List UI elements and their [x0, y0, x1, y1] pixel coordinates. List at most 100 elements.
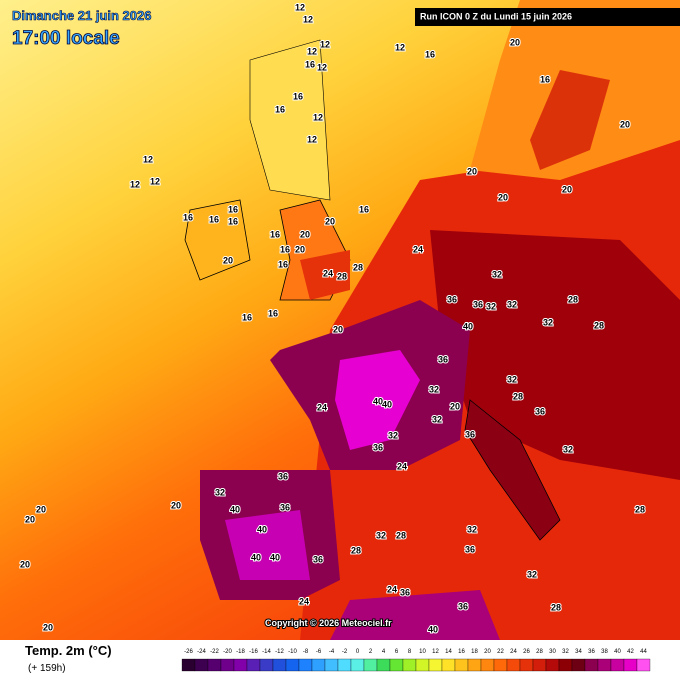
- temperature-label: 32: [215, 487, 225, 497]
- colorbar-tick-label: -22: [210, 649, 219, 655]
- temperature-label: 20: [333, 324, 343, 334]
- colorbar-tick-label: 38: [601, 649, 608, 655]
- date: Dimanche 21 juin 2026: [12, 8, 151, 23]
- temperature-label: 36: [465, 429, 475, 439]
- colorbar-tick-label: 30: [549, 649, 556, 655]
- temperature-label: 16: [278, 259, 288, 269]
- run-box: [415, 8, 680, 26]
- temperature-label: 36: [280, 502, 290, 512]
- colorbar-tick-label: 0: [356, 649, 360, 655]
- temperature-label: 28: [568, 294, 578, 304]
- temperature-label: 12: [313, 112, 323, 122]
- temperature-label: 24: [413, 244, 423, 254]
- colorbar-swatch: [636, 658, 651, 672]
- temperature-label: 20: [25, 514, 35, 524]
- temperature-label: 36: [373, 442, 383, 452]
- temperature-label: 12: [317, 62, 327, 72]
- temperature-label: 16: [359, 204, 369, 214]
- temperature-label: 32: [507, 374, 517, 384]
- temperature-label: 28: [551, 602, 561, 612]
- colorbar-tick-label: -10: [288, 649, 297, 655]
- temperature-label: 28: [396, 530, 406, 540]
- run: Run ICON 0 Z du Lundi 15 juin 2026: [420, 11, 572, 21]
- colorbar-swatch: [519, 658, 534, 672]
- temperature-label: 12: [303, 14, 313, 24]
- colorbar-swatch: [389, 658, 404, 672]
- temperature-label: 40: [428, 624, 438, 634]
- temperature-label: 20: [325, 216, 335, 226]
- temperature-label: 20: [300, 229, 310, 239]
- temperature-label: 36: [473, 299, 483, 309]
- temperature-label: 28: [635, 504, 645, 514]
- colorbar-swatch: [233, 658, 248, 672]
- temperature-label: 32: [388, 430, 398, 440]
- colorbar-tick-label: 36: [588, 649, 595, 655]
- colorbar-swatch: [480, 658, 495, 672]
- temperature-label: 16: [183, 212, 193, 222]
- colorbar-swatch: [454, 658, 469, 672]
- colorbar-tick-label: 16: [458, 649, 465, 655]
- temperature-label: 20: [223, 255, 233, 265]
- time: 17:00 locale: [12, 28, 120, 49]
- temperature-label: 20: [467, 166, 477, 176]
- temperature-label: 36: [438, 354, 448, 364]
- colorbar-swatch: [532, 658, 547, 672]
- temperature-label: 20: [295, 244, 305, 254]
- temperature-label: 20: [620, 119, 630, 129]
- temperature-label: 24: [317, 402, 327, 412]
- colorbar-tick-label: 4: [382, 649, 386, 655]
- temperature-label: 20: [510, 37, 520, 47]
- legend: Temp. 2m (°C) (+ 159h) -26 -24 -22 -20 -18 -1…: [25, 643, 651, 674]
- temperature-label: 32: [507, 299, 517, 309]
- colorbar-swatch: [181, 658, 196, 672]
- colorbar-swatch: [350, 658, 365, 672]
- temperature-label: 20: [36, 504, 46, 514]
- temperature-label: 20: [562, 184, 572, 194]
- temperature-label: 32: [432, 414, 442, 424]
- colorbar-tick-label: 6: [395, 649, 399, 655]
- temperature-label: 36: [465, 544, 475, 554]
- colorbar-tick-label: 12: [432, 649, 439, 655]
- colorbar-tick-label: 8: [408, 649, 412, 655]
- temperature-label: 40: [382, 399, 392, 409]
- temperature-label: 36: [278, 471, 288, 481]
- temperature-label: 32: [527, 569, 537, 579]
- temperature-label: 16: [305, 59, 315, 69]
- temperature-label: 16: [270, 229, 280, 239]
- colorbar-tick-label: -14: [262, 649, 271, 655]
- temperature-label: 40: [230, 504, 240, 514]
- colorbar-tick-label: 2: [369, 649, 373, 655]
- temperature-label: 16: [425, 49, 435, 59]
- colorbar-swatch: [571, 658, 586, 672]
- temperature-label: 16: [242, 312, 252, 322]
- colorbar-swatch: [194, 658, 209, 672]
- colorbar-swatch: [467, 658, 482, 672]
- colorbar-tick-label: -8: [303, 649, 309, 655]
- colorbar-swatch: [220, 658, 235, 672]
- colorbar-swatch: [506, 658, 521, 672]
- colorbar-swatch: [415, 658, 430, 672]
- colorbar-swatch: [623, 658, 638, 672]
- colorbar-tick-label: 32: [562, 649, 569, 655]
- temperature-label: 16: [540, 74, 550, 84]
- temperature-label: 32: [467, 524, 477, 534]
- temperature-label: 32: [486, 301, 496, 311]
- colorbar-swatch: [272, 658, 287, 672]
- temperature-label: 12: [320, 39, 330, 49]
- temperature-label: 32: [429, 384, 439, 394]
- colorbar-swatch: [584, 658, 599, 672]
- colorbar-tick-label: -18: [236, 649, 245, 655]
- temperature-label: 28: [513, 391, 523, 401]
- colorbar-tick-label: 34: [575, 649, 582, 655]
- temperature-label: 28: [353, 262, 363, 272]
- colorbar-tick-label: 14: [445, 649, 452, 655]
- map: Dimanche 21 juin 2026 17:00 locale Run I…: [0, 0, 680, 640]
- colorbar-swatch: [259, 658, 274, 672]
- temperature-label: 40: [373, 396, 383, 406]
- temperature-label: 16: [228, 204, 238, 214]
- temperature-label: 36: [535, 406, 545, 416]
- colorbar-tick-label: -6: [316, 649, 322, 655]
- colorbar-swatch: [597, 658, 612, 672]
- legend-title: Temp. 2m (°C): [25, 643, 112, 658]
